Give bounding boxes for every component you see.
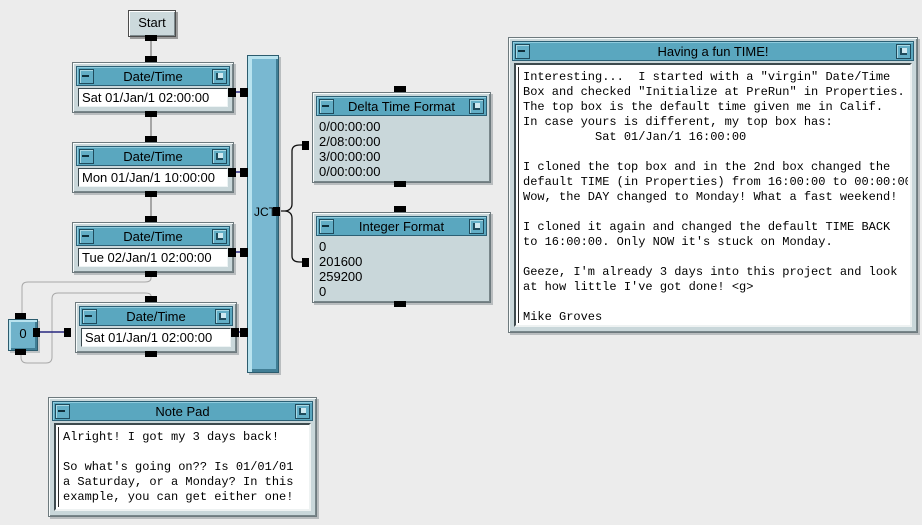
- datetime-box-3-titlebar[interactable]: Date/Time: [76, 226, 230, 246]
- integer-format-values: 0 201600 259200 0: [317, 237, 486, 299]
- datetime-box-4[interactable]: Date/Time Sat 01/Jan/1 02:00:00: [75, 302, 237, 353]
- integer-format-box[interactable]: Integer Format 0 201600 259200 0: [312, 212, 491, 303]
- minimize-icon[interactable]: [319, 99, 334, 114]
- integer-format-seq-out-pin[interactable]: [394, 301, 406, 307]
- minimize-icon[interactable]: [55, 404, 70, 419]
- datetime-box-2-seq-out-pin[interactable]: [145, 191, 157, 197]
- datetime-box-2-data-out-pin[interactable]: [228, 168, 236, 177]
- datetime-box-3[interactable]: Date/Time Tue 02/Jan/1 02:00:00: [72, 222, 234, 273]
- integer-format-seq-in-pin[interactable]: [394, 206, 406, 212]
- value-line: 3/00:00:00: [319, 149, 381, 164]
- datetime-box-3-seq-out-pin[interactable]: [145, 271, 157, 277]
- constant-zero-data-out-pin[interactable]: [33, 328, 40, 337]
- datetime-box-1-title: Date/Time: [123, 69, 183, 84]
- delta-time-format-values: 0/00:00:00 2/08:00:00 3/00:00:00 0/00:00…: [317, 117, 486, 179]
- minimize-icon[interactable]: [79, 69, 94, 84]
- wire-jct-branch: [281, 144, 303, 263]
- jct-in-pin-1[interactable]: [240, 88, 248, 97]
- junction-label: JCT: [254, 205, 276, 219]
- datetime-box-1[interactable]: Date/Time Sat 01/Jan/1 02:00:00: [72, 62, 234, 113]
- delta-time-format-seq-out-pin[interactable]: [394, 181, 406, 187]
- minimize-icon[interactable]: [319, 219, 334, 234]
- minimize-icon[interactable]: [79, 229, 94, 244]
- datetime-box-1-titlebar[interactable]: Date/Time: [76, 66, 230, 86]
- datetime-box-3-data-out-pin[interactable]: [228, 248, 236, 257]
- datetime-box-1-seq-in-pin[interactable]: [145, 56, 157, 62]
- datetime-box-3-title: Date/Time: [123, 229, 183, 244]
- value-line: 0: [319, 239, 327, 254]
- datetime-box-1-value[interactable]: Sat 01/Jan/1 02:00:00: [78, 88, 228, 107]
- open-view-icon[interactable]: [215, 309, 230, 324]
- integer-format-data-in-pin[interactable]: [302, 258, 309, 267]
- datetime-box-4-titlebar[interactable]: Date/Time: [79, 306, 233, 326]
- note-pad-title: Note Pad: [155, 404, 210, 419]
- fun-time-note-box[interactable]: Having a fun TIME! Interesting... I star…: [508, 37, 918, 333]
- start-sequence-out-pin[interactable]: [145, 35, 157, 41]
- datetime-box-1-data-out-pin[interactable]: [228, 88, 236, 97]
- jct-in-pin-2[interactable]: [240, 168, 248, 177]
- datetime-box-3-value[interactable]: Tue 02/Jan/1 02:00:00: [78, 248, 228, 267]
- open-view-icon[interactable]: [295, 404, 310, 419]
- value-line: 2/08:00:00: [319, 134, 381, 149]
- delta-time-format-data-in-pin[interactable]: [302, 141, 309, 150]
- jct-data-out-pin[interactable]: [273, 207, 280, 216]
- datetime-box-2[interactable]: Date/Time Mon 01/Jan/1 10:00:00: [72, 142, 234, 193]
- datetime-box-2-title: Date/Time: [123, 149, 183, 164]
- value-line: 0/00:00:00: [319, 119, 381, 134]
- datetime-box-2-titlebar[interactable]: Date/Time: [76, 146, 230, 166]
- note-pad-area[interactable]: Alright! I got my 3 days back! So what's…: [54, 423, 311, 511]
- delta-time-format-box[interactable]: Delta Time Format 0/00:00:00 2/08:00:00 …: [312, 92, 491, 183]
- jct-in-pin-4[interactable]: [240, 328, 248, 337]
- integer-format-title: Integer Format: [358, 219, 445, 234]
- datetime-box-4-title: Date/Time: [126, 309, 186, 324]
- fun-time-note-title: Having a fun TIME!: [657, 44, 769, 59]
- minimize-icon[interactable]: [79, 149, 94, 164]
- open-view-icon[interactable]: [212, 229, 227, 244]
- fun-time-note-text[interactable]: Interesting... I started with a "virgin"…: [518, 67, 908, 323]
- datetime-box-4-value[interactable]: Sat 01/Jan/1 02:00:00: [81, 328, 231, 347]
- datetime-box-4-seq-in-pin[interactable]: [145, 296, 157, 302]
- value-line: 0/00:00:00: [319, 164, 381, 179]
- open-view-icon[interactable]: [896, 44, 911, 59]
- note-pad-titlebar[interactable]: Note Pad: [52, 401, 313, 421]
- minimize-icon[interactable]: [515, 44, 530, 59]
- open-view-icon[interactable]: [469, 99, 484, 114]
- delta-time-format-seq-in-pin[interactable]: [394, 86, 406, 92]
- datetime-box-2-seq-in-pin[interactable]: [145, 136, 157, 142]
- fun-time-note-area[interactable]: Interesting... I started with a "virgin"…: [514, 63, 912, 327]
- constant-zero-seq-in-pin[interactable]: [15, 313, 26, 319]
- value-line: 0: [319, 284, 327, 299]
- jct-in-pin-3[interactable]: [240, 248, 248, 257]
- note-pad-text[interactable]: Alright! I got my 3 days back! So what's…: [58, 427, 307, 507]
- open-view-icon[interactable]: [212, 69, 227, 84]
- minimize-icon[interactable]: [82, 309, 97, 324]
- open-view-icon[interactable]: [212, 149, 227, 164]
- datetime-box-2-value[interactable]: Mon 01/Jan/1 10:00:00: [78, 168, 228, 187]
- integer-format-titlebar[interactable]: Integer Format: [316, 216, 487, 236]
- delta-time-format-titlebar[interactable]: Delta Time Format: [316, 96, 487, 116]
- note-pad-box[interactable]: Note Pad Alright! I got my 3 days back! …: [48, 397, 317, 517]
- fun-time-note-titlebar[interactable]: Having a fun TIME!: [512, 41, 914, 61]
- open-view-icon[interactable]: [469, 219, 484, 234]
- value-line: 259200: [319, 269, 363, 284]
- datetime-box-4-seq-out-pin[interactable]: [145, 351, 157, 357]
- value-line: 201600: [319, 254, 363, 269]
- constant-zero-seq-out-pin[interactable]: [15, 349, 26, 355]
- datetime-box-3-seq-in-pin[interactable]: [145, 216, 157, 222]
- start-button[interactable]: Start: [128, 10, 176, 37]
- delta-time-format-title: Delta Time Format: [348, 99, 455, 114]
- datetime-box-4-data-in-pin[interactable]: [64, 328, 71, 337]
- datetime-box-4-data-out-pin[interactable]: [231, 328, 239, 337]
- datetime-box-1-seq-out-pin[interactable]: [145, 111, 157, 117]
